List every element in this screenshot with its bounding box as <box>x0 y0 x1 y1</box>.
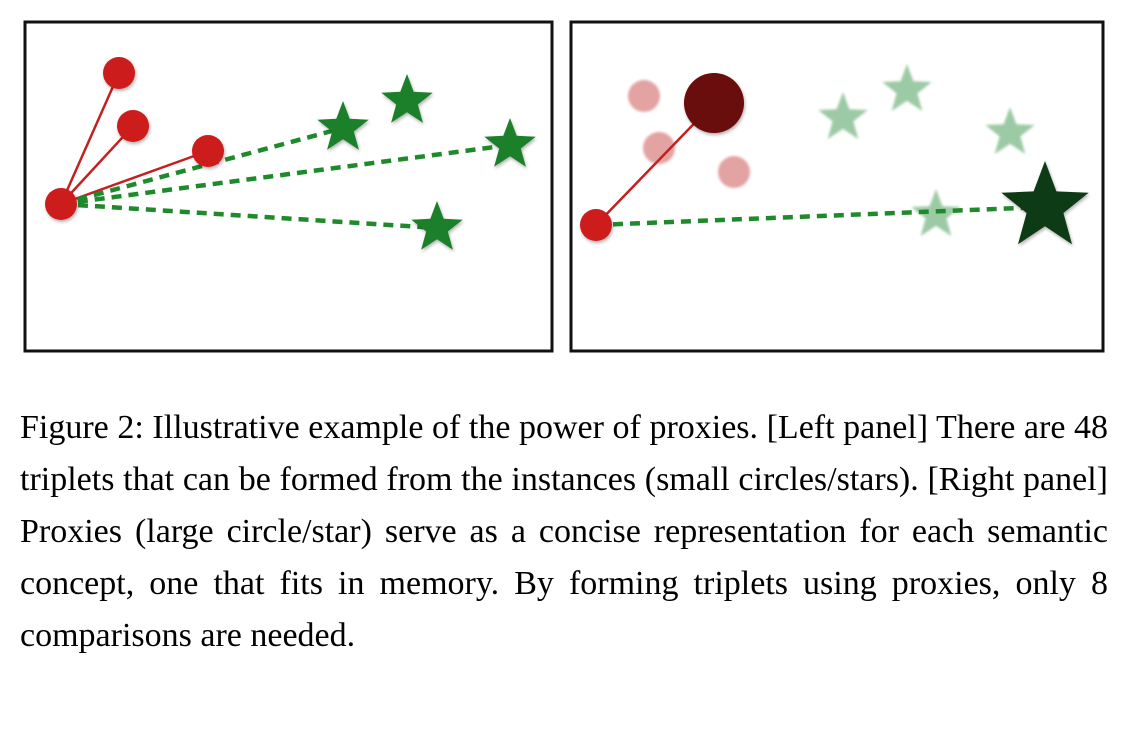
faded-instance-circle-3 <box>718 156 750 188</box>
figure-caption: Figure 2: Illustrative example of the po… <box>20 409 1108 654</box>
faded-instance-circle-2 <box>643 132 675 164</box>
figure-2-illustration <box>23 20 1105 353</box>
right-panel-frame <box>569 20 1105 353</box>
left-link-star-2 <box>60 142 511 207</box>
right-link-proxy-star <box>595 204 1046 228</box>
right-panel <box>569 20 1105 353</box>
faded-instance-star-1 <box>818 92 868 139</box>
anchor-circle-right <box>580 209 612 241</box>
faded-instance-star-3 <box>985 107 1035 154</box>
left-link-star-3 <box>60 201 438 231</box>
instance-circle-1 <box>103 57 135 89</box>
instance-star-3 <box>484 118 536 167</box>
instance-star-1 <box>317 101 369 150</box>
instance-star-2 <box>381 74 433 123</box>
left-link-circle-2 <box>60 125 134 205</box>
proxy-circle <box>684 73 744 133</box>
left-link-circle-1 <box>59 72 121 205</box>
instance-circle-3 <box>192 135 224 167</box>
anchor-circle-left <box>45 188 77 220</box>
instance-star-4 <box>411 201 463 250</box>
left-link-star-1 <box>60 125 344 207</box>
left-panel <box>23 20 554 353</box>
proxy-star <box>1001 161 1089 245</box>
instance-circle-2 <box>117 110 149 142</box>
faded-instance-star-2 <box>882 64 932 111</box>
faded-instance-circle-1 <box>628 80 660 112</box>
